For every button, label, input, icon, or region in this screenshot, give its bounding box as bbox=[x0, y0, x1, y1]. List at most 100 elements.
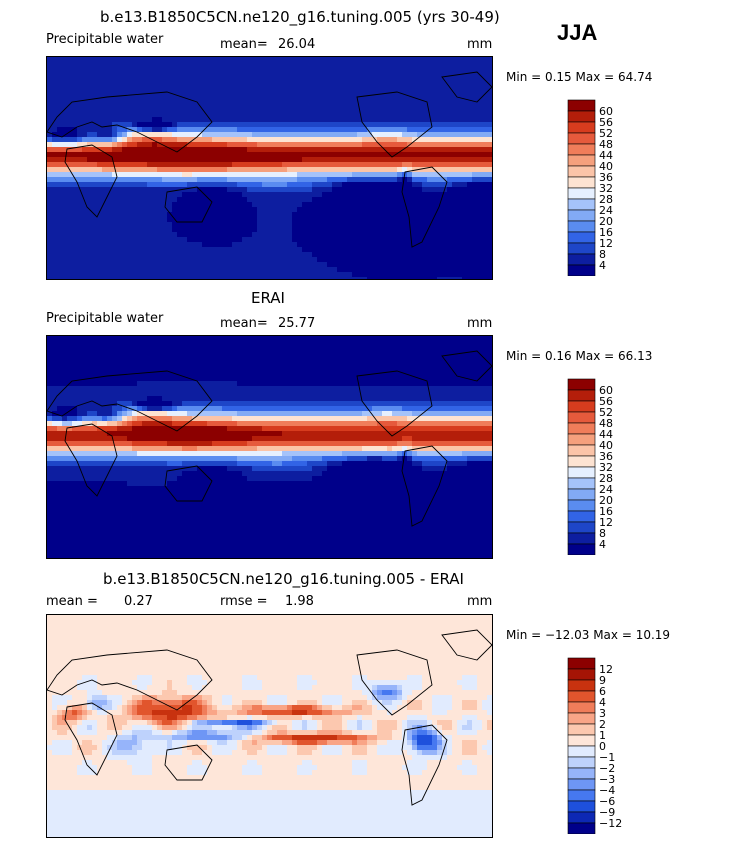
colorbar-swatch bbox=[567, 756, 596, 769]
colorbar-swatch bbox=[567, 800, 596, 813]
colorbar-swatch bbox=[567, 389, 596, 402]
panel3-title: b.e13.B1850C5CN.ne120_g16.tuning.005 - E… bbox=[103, 570, 464, 588]
colorbar-tick-label: 12 bbox=[599, 663, 613, 676]
colorbar-swatch bbox=[567, 668, 596, 681]
coastline bbox=[401, 166, 448, 248]
colorbar-tick-label: 16 bbox=[599, 226, 613, 239]
coastline bbox=[356, 370, 433, 437]
panel2-map bbox=[46, 335, 493, 559]
colorbar-tick-label: 32 bbox=[599, 182, 613, 195]
panel2-unit: mm bbox=[467, 316, 493, 331]
coastline bbox=[64, 423, 118, 497]
colorbar-tick-label: 40 bbox=[599, 439, 613, 452]
colorbar-swatch bbox=[567, 110, 596, 123]
colorbar-tick-label: 8 bbox=[599, 248, 606, 261]
colorbar-tick-label: −4 bbox=[599, 784, 615, 797]
panel2-title: ERAI bbox=[251, 289, 285, 307]
colorbar-swatch bbox=[567, 822, 596, 834]
colorbar-swatch bbox=[567, 422, 596, 435]
colorbar-tick-label: 8 bbox=[599, 527, 606, 540]
season-label: JJA bbox=[557, 20, 598, 45]
colorbar-tick-label: 2 bbox=[599, 718, 606, 731]
colorbar-swatch bbox=[567, 532, 596, 545]
colorbar-swatch bbox=[567, 231, 596, 244]
colorbar-swatch bbox=[567, 690, 596, 703]
panel2-mean-label: mean= bbox=[220, 316, 268, 331]
coastline bbox=[164, 465, 213, 502]
colorbar-tick-label: −1 bbox=[599, 751, 615, 764]
coastline bbox=[164, 186, 213, 223]
panel3-rmse-value: 1.98 bbox=[285, 594, 314, 609]
colorbar-tick-label: 12 bbox=[599, 237, 613, 250]
coastline bbox=[356, 91, 433, 158]
colorbar-tick-label: 1 bbox=[599, 729, 606, 742]
colorbar-swatch bbox=[567, 132, 596, 145]
colorbar-tick-label: 60 bbox=[599, 105, 613, 118]
colorbar-tick-label: 52 bbox=[599, 127, 613, 140]
coastline bbox=[441, 629, 492, 661]
panel3-minmax: Min = −12.03 Max = 10.19 bbox=[506, 628, 671, 642]
colorbar-swatch bbox=[567, 510, 596, 523]
colorbar-tick-label: 36 bbox=[599, 450, 613, 463]
panel1-variable-label: Precipitable water bbox=[46, 32, 164, 47]
coastline bbox=[47, 91, 213, 153]
colorbar-swatch bbox=[567, 242, 596, 255]
colorbar-swatch bbox=[567, 466, 596, 479]
colorbar-swatch bbox=[567, 187, 596, 200]
colorbar-swatch bbox=[567, 253, 596, 266]
coastline bbox=[64, 702, 118, 776]
coastline bbox=[401, 445, 448, 527]
colorbar-swatch bbox=[567, 477, 596, 490]
colorbar-swatch bbox=[567, 734, 596, 747]
colorbar-tick-label: 24 bbox=[599, 204, 613, 217]
coastline bbox=[47, 649, 213, 711]
colorbar-tick-label: −12 bbox=[599, 817, 622, 830]
coastline bbox=[401, 724, 448, 806]
colorbar-tick-label: 32 bbox=[599, 461, 613, 474]
colorbar-swatch bbox=[567, 712, 596, 725]
colorbar-tick-label: 4 bbox=[599, 538, 606, 551]
colorbar-swatch bbox=[567, 433, 596, 446]
colorbar-tick-label: 9 bbox=[599, 674, 606, 687]
colorbar-tick-label: 0 bbox=[599, 740, 606, 753]
colorbar-tick-label: 44 bbox=[599, 149, 613, 162]
colorbar-tick-label: 4 bbox=[599, 259, 606, 272]
coastline bbox=[441, 71, 492, 103]
colorbar-tick-label: 12 bbox=[599, 516, 613, 529]
colorbar-tick-label: 16 bbox=[599, 505, 613, 518]
colorbar-swatch bbox=[567, 543, 596, 555]
colorbar-swatch bbox=[567, 378, 596, 391]
colorbar-swatch bbox=[567, 99, 596, 112]
colorbar-tick-label: 28 bbox=[599, 193, 613, 206]
colorbar-swatch bbox=[567, 264, 596, 276]
colorbar-tick-label: 36 bbox=[599, 171, 613, 184]
panel1-title: b.e13.B1850C5CN.ne120_g16.tuning.005 (yr… bbox=[100, 8, 500, 26]
colorbar-tick-label: 20 bbox=[599, 494, 613, 507]
panel1-mean-label: mean= bbox=[220, 37, 268, 52]
colorbar-swatch bbox=[567, 176, 596, 189]
coastline bbox=[441, 350, 492, 382]
colorbar-swatch bbox=[567, 444, 596, 457]
colorbar-tick-label: 44 bbox=[599, 428, 613, 441]
panel1-mean-value: 26.04 bbox=[278, 37, 316, 52]
panel3-unit: mm bbox=[467, 594, 493, 609]
colorbar-swatch bbox=[567, 488, 596, 501]
colorbar-tick-label: 28 bbox=[599, 472, 613, 485]
colorbar-swatch bbox=[567, 455, 596, 468]
colorbar-swatch bbox=[567, 657, 596, 670]
colorbar-swatch bbox=[567, 411, 596, 424]
colorbar-swatch bbox=[567, 811, 596, 824]
colorbar-tick-label: −3 bbox=[599, 773, 615, 786]
panel2-variable-label: Precipitable water bbox=[46, 311, 164, 326]
colorbar-swatch bbox=[567, 701, 596, 714]
colorbar-tick-label: −6 bbox=[599, 795, 615, 808]
colorbar-tick-label: 60 bbox=[599, 384, 613, 397]
coastline bbox=[64, 144, 118, 218]
colorbar-tick-label: 40 bbox=[599, 160, 613, 173]
panel3-mean-value: 0.27 bbox=[124, 594, 153, 609]
colorbar-tick-label: 56 bbox=[599, 395, 613, 408]
colorbar-swatch bbox=[567, 745, 596, 758]
colorbar-tick-label: 3 bbox=[599, 707, 606, 720]
